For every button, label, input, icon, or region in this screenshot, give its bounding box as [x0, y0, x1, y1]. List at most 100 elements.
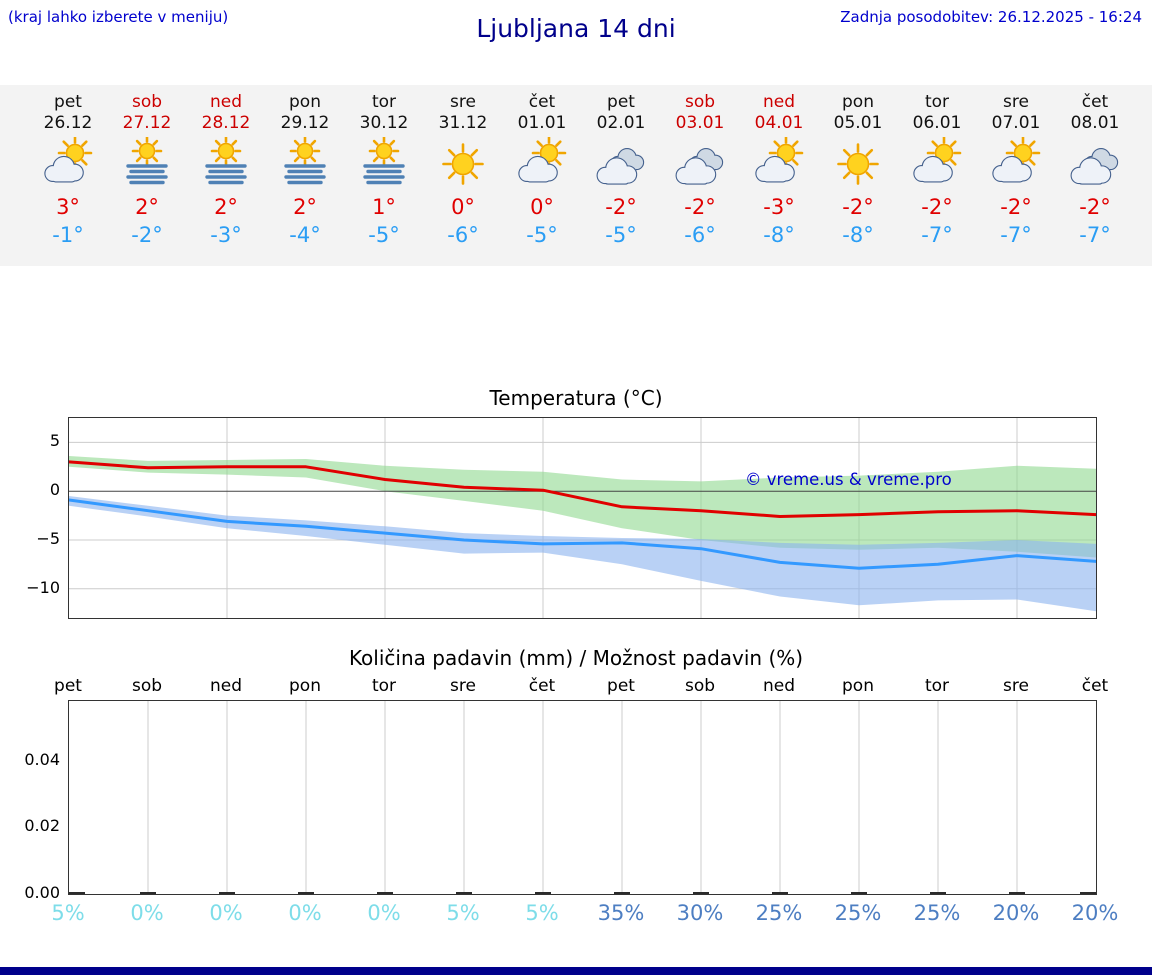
- day-max-temp: -2°: [1079, 195, 1111, 219]
- sun-fog-icon: [344, 135, 424, 193]
- cloud-glyph: [596, 148, 645, 185]
- day-date: 03.01: [675, 113, 725, 133]
- precip-bar: [851, 892, 867, 894]
- precip-bar: [693, 892, 709, 894]
- day-min-temp: -7°: [1079, 223, 1111, 247]
- forecast-day-7: čet 01.01 0° -5°: [502, 85, 582, 248]
- sun-fog-icon: [186, 135, 266, 193]
- day-max-temp: -2°: [684, 195, 716, 219]
- day-name: ned: [762, 92, 796, 112]
- precip-day-label-5: tor: [371, 676, 397, 696]
- precip-bar: [930, 892, 946, 894]
- forecast-strip: pet 26.12 3° -1° sob 27.12 2° -2° ned 28.12 2° -3° p…: [0, 85, 1152, 266]
- forecast-day-3: ned 28.12 2° -3°: [186, 85, 266, 248]
- precip-probability-4: 0%: [288, 901, 322, 925]
- precip-day-label-10: ned: [762, 676, 796, 696]
- precipitation-chart: [68, 700, 1097, 895]
- sun-fog-glyph: [126, 135, 168, 185]
- day-date: 29.12: [280, 113, 330, 133]
- precip-day-label-14: čet: [1081, 676, 1109, 696]
- precip-probability-11: 25%: [834, 901, 882, 925]
- precip-ytick-1: 0.02: [24, 816, 60, 836]
- precip-day-label-1: pet: [54, 676, 82, 696]
- precip-day-label-9: sob: [684, 676, 716, 696]
- forecast-day-9: sob 03.01 -2° -6°: [660, 85, 740, 248]
- precip-probability-10: 25%: [755, 901, 803, 925]
- precip-bar: [456, 892, 472, 894]
- precip-probability-1: 5%: [51, 901, 85, 925]
- day-max-temp: 3°: [56, 195, 80, 219]
- precip-probability-7: 5%: [525, 901, 559, 925]
- sun-fog-glyph: [284, 135, 326, 185]
- day-min-temp: -8°: [842, 223, 874, 247]
- precip-bar: [298, 892, 314, 894]
- day-name: pet: [54, 92, 82, 112]
- day-max-temp: 2°: [293, 195, 317, 219]
- cloud-icon: [660, 137, 740, 193]
- day-min-temp: -8°: [763, 223, 795, 247]
- precip-day-label-12: tor: [924, 676, 950, 696]
- temperature-chart: © vreme.us & vreme.pro: [68, 417, 1097, 619]
- precip-ytick-2: 0.04: [24, 749, 60, 769]
- day-date: 02.01: [596, 113, 646, 133]
- precip-ytick-0: 0.00: [24, 883, 60, 902]
- precip-day-label-4: pon: [289, 676, 321, 696]
- day-min-temp: -6°: [447, 223, 479, 247]
- day-date: 28.12: [201, 113, 251, 133]
- day-name: sob: [684, 92, 716, 112]
- temperature-plot-svg: © vreme.us & vreme.pro: [69, 418, 1096, 618]
- day-date: 07.01: [991, 113, 1041, 133]
- day-date: 01.01: [517, 113, 567, 133]
- sun-icon: [818, 137, 898, 193]
- day-max-temp: -2°: [605, 195, 637, 219]
- day-max-temp: 0°: [451, 195, 475, 219]
- forecast-day-4: pon 29.12 2° -4°: [265, 85, 345, 248]
- day-name: ned: [209, 92, 243, 112]
- precip-day-label-3: ned: [209, 676, 243, 696]
- temp-ytick-1: 0: [49, 480, 60, 500]
- day-max-temp: 0°: [530, 195, 554, 219]
- sun-fog-icon: [107, 135, 187, 193]
- forecast-day-13: sre 07.01 -2° -7°: [976, 85, 1056, 248]
- precip-probability-3: 0%: [209, 901, 243, 925]
- day-date: 06.01: [912, 113, 962, 133]
- forecast-day-6: sre 31.12 0° -6°: [423, 85, 503, 248]
- precip-probability-14: 20%: [1071, 901, 1119, 925]
- day-max-temp: -3°: [763, 195, 795, 219]
- day-name: čet: [528, 92, 556, 112]
- last-update-text: Zadnja posodobitev: 26.12.2025 - 16:24: [840, 8, 1142, 26]
- sun-cloud-glyph: [913, 135, 962, 183]
- sun-fog-glyph: [363, 135, 405, 185]
- day-date: 04.01: [754, 113, 804, 133]
- sun-icon: [423, 137, 503, 193]
- precip-bar: [69, 892, 85, 894]
- cloud-icon: [581, 137, 661, 193]
- sun-cloud-icon: [28, 135, 108, 193]
- day-min-temp: -1°: [52, 223, 84, 247]
- day-min-temp: -7°: [921, 223, 953, 247]
- precip-bar: [219, 892, 235, 894]
- day-date: 31.12: [438, 113, 488, 133]
- precip-probability-2: 0%: [130, 901, 164, 925]
- sun-glyph: [442, 143, 484, 185]
- temp-ytick-0: 5: [49, 431, 60, 451]
- day-max-temp: -2°: [1000, 195, 1032, 219]
- day-min-temp: -5°: [526, 223, 558, 247]
- watermark-link[interactable]: © vreme.us & vreme.pro: [745, 470, 952, 489]
- sun-fog-glyph: [205, 135, 247, 185]
- precipitation-plot-svg: [69, 701, 1096, 894]
- precip-probability-8: 35%: [597, 901, 645, 925]
- sun-cloud-glyph: [755, 135, 804, 183]
- precip-bar: [535, 892, 551, 894]
- day-name: tor: [924, 92, 950, 112]
- day-name: čet: [1081, 92, 1109, 112]
- day-name: pon: [289, 92, 321, 112]
- forecast-day-11: pon 05.01 -2° -8°: [818, 85, 898, 248]
- day-date: 08.01: [1070, 113, 1120, 133]
- precip-day-label-11: pon: [842, 676, 874, 696]
- day-min-temp: -6°: [684, 223, 716, 247]
- sun-cloud-icon: [976, 135, 1056, 193]
- forecast-day-5: tor 30.12 1° -5°: [344, 85, 424, 248]
- day-name: sob: [131, 92, 163, 112]
